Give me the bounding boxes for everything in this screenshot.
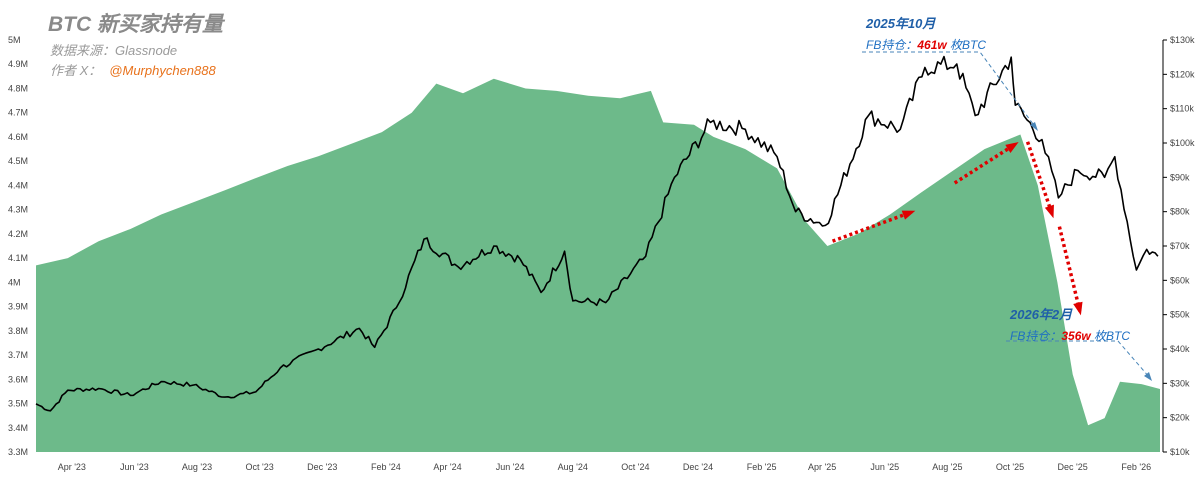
author-handle: @Murphychen888 bbox=[109, 63, 216, 78]
trend-arrowhead bbox=[1005, 142, 1019, 153]
x-tick-label: Aug '24 bbox=[558, 462, 588, 472]
author-credit: 作者 X： @Murphychen888 bbox=[50, 60, 216, 79]
right-tick-label: $30k bbox=[1170, 378, 1190, 388]
x-tick-label: Oct '25 bbox=[996, 462, 1024, 472]
x-tick-label: Jun '25 bbox=[870, 462, 899, 472]
annotation-value: 356w bbox=[1061, 329, 1091, 343]
annotation-holding: FB持仓：461w 枚BTC bbox=[866, 38, 987, 52]
right-tick-label: $80k bbox=[1170, 207, 1190, 217]
right-tick-label: $90k bbox=[1170, 172, 1190, 182]
chart-title: BTC 新买家持有量 bbox=[48, 13, 223, 36]
x-tick-label: Apr '25 bbox=[808, 462, 836, 472]
annotation-holding: FB持仓：356w 枚BTC bbox=[1010, 329, 1131, 343]
annotation-value: 461w bbox=[917, 38, 947, 52]
right-tick-label: $130k bbox=[1170, 35, 1195, 45]
right-tick-label: $100k bbox=[1170, 138, 1195, 148]
data-source: 数据来源：Glassnode bbox=[50, 43, 178, 58]
trend-arrow bbox=[1057, 226, 1082, 312]
left-tick-label: 4.8M bbox=[8, 83, 28, 93]
left-tick-label: 4.3M bbox=[8, 205, 28, 215]
x-tick-label: Dec '23 bbox=[307, 462, 337, 472]
holdings-area bbox=[36, 78, 1160, 453]
price-line bbox=[35, 55, 1159, 412]
annotation-leader-head bbox=[1144, 372, 1152, 381]
left-tick-label: 4.7M bbox=[8, 108, 28, 118]
annotation-date: 2025年10月 bbox=[866, 16, 936, 31]
annotation-date: 2026年2月 bbox=[1010, 307, 1073, 322]
x-tick-label: Jun '24 bbox=[496, 462, 525, 472]
x-tick-label: Oct '24 bbox=[621, 462, 649, 472]
left-tick-label: 4.1M bbox=[8, 253, 28, 263]
left-tick-label: 3.8M bbox=[8, 326, 28, 336]
left-tick-label: 4.9M bbox=[8, 59, 28, 69]
x-tick-label: Dec '24 bbox=[683, 462, 713, 472]
x-tick-label: Oct '23 bbox=[246, 462, 274, 472]
x-tick-label: Aug '25 bbox=[932, 462, 962, 472]
left-tick-label: 3.7M bbox=[8, 350, 28, 360]
x-tick-label: Feb '26 bbox=[1121, 462, 1151, 472]
left-tick-label: 3.3M bbox=[8, 447, 28, 457]
right-tick-label: $50k bbox=[1170, 310, 1190, 320]
trend-arrow bbox=[831, 210, 913, 243]
left-tick-label: 3.9M bbox=[8, 302, 28, 312]
left-tick-label: 4.2M bbox=[8, 229, 28, 239]
x-tick-label: Dec '25 bbox=[1058, 462, 1088, 472]
author-prefix: 作者 X： bbox=[50, 63, 102, 78]
left-tick-label: 5M bbox=[8, 35, 21, 45]
x-tick-label: Jun '23 bbox=[120, 462, 149, 472]
x-tick-label: Aug '23 bbox=[182, 462, 212, 472]
annotation-leader-head bbox=[1030, 122, 1038, 131]
annotation-oct-2025: 2025年10月 FB持仓：461w 枚BTC bbox=[866, 13, 986, 53]
x-tick-label: Apr '24 bbox=[433, 462, 461, 472]
right-tick-label: $70k bbox=[1170, 241, 1190, 251]
left-tick-label: 3.5M bbox=[8, 399, 28, 409]
annotation-leader bbox=[1006, 340, 1151, 379]
right-tick-label: $110k bbox=[1170, 104, 1194, 114]
annotation-feb-2026: 2026年2月 FB持仓：356w 枚BTC bbox=[1010, 304, 1130, 344]
right-tick-label: $60k bbox=[1170, 275, 1190, 285]
trend-arrowhead bbox=[901, 210, 916, 220]
left-tick-label: 3.4M bbox=[8, 423, 28, 433]
trend-arrow bbox=[1025, 141, 1054, 216]
left-tick-label: 4M bbox=[8, 277, 21, 287]
right-tick-label: $20k bbox=[1170, 413, 1190, 423]
x-tick-label: Feb '24 bbox=[371, 462, 401, 472]
x-tick-label: Apr '23 bbox=[58, 462, 86, 472]
left-tick-label: 4.6M bbox=[8, 132, 28, 142]
left-tick-label: 3.6M bbox=[8, 374, 28, 384]
left-tick-label: 4.5M bbox=[8, 156, 28, 166]
right-tick-label: $40k bbox=[1170, 344, 1190, 354]
trend-arrowhead bbox=[1073, 301, 1083, 316]
trend-arrowhead bbox=[1044, 204, 1054, 219]
right-tick-label: $120k bbox=[1170, 69, 1195, 79]
x-tick-label: Feb '25 bbox=[747, 462, 777, 472]
left-tick-label: 4.4M bbox=[8, 180, 28, 190]
right-tick-label: $10k bbox=[1170, 447, 1190, 457]
